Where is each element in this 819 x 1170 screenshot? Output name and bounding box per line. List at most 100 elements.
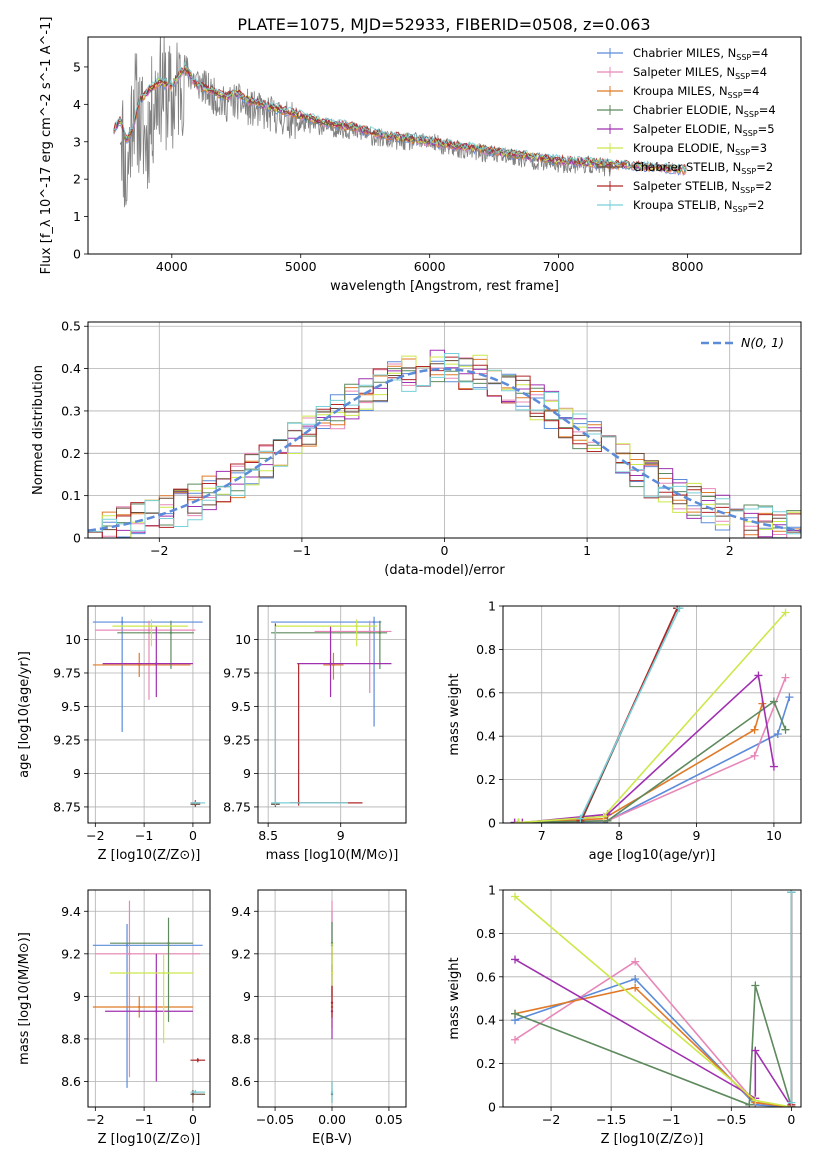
gaussian-reference-curve xyxy=(88,367,801,532)
axes-frame xyxy=(87,321,802,539)
point-salpeter_stelib xyxy=(330,1001,334,1004)
x-axis-label: Z [log10(Z/Z⊙)] xyxy=(98,1132,201,1147)
y-tick-label: 0 xyxy=(73,247,81,262)
legend-text: Chabrier STELIB, N xyxy=(633,160,741,174)
y-tick-label: 9.5 xyxy=(61,699,81,714)
y-tick-label: 8.6 xyxy=(61,1074,81,1089)
series-marker-chabrier_elodie xyxy=(751,981,760,990)
y-tick-label: 9.25 xyxy=(53,732,81,747)
y-tick-label: 0.5 xyxy=(61,319,81,334)
legend-label-kroupa_miles: Kroupa MILES, NSSP=4 xyxy=(633,84,759,100)
legend-label-kroupa_elodie: Kroupa ELODIE, NSSP=3 xyxy=(633,141,767,157)
point-salpeter_miles xyxy=(147,628,151,632)
x-tick-label: −1.5 xyxy=(596,1112,626,1127)
series-marker-salpeter_miles xyxy=(631,957,640,966)
panel-massweight_vs_age: 7 8 9 10 0 0.2 0.4 0.6 0.8 1 age [log10(age/yr)] ma… xyxy=(447,599,802,863)
point-kroupa_stelib xyxy=(330,1090,334,1094)
point-salpeter_elodie xyxy=(155,662,158,665)
legend-text: Salpeter ELODIE, N xyxy=(633,122,743,136)
point-kroupa_miles xyxy=(138,1005,141,1009)
x-tick-label: 1 xyxy=(583,543,591,558)
series-marker-kroupa_stelib xyxy=(787,890,796,897)
series-marker-salpeter_elodie xyxy=(751,1046,760,1055)
series-marker-salpeter_miles xyxy=(511,1035,520,1044)
x-axis-label: mass [log10(M/M⊙)] xyxy=(266,848,399,863)
axes-frame xyxy=(87,605,211,824)
x-tick-label: −1 xyxy=(293,543,311,558)
y-tick-label: 9.25 xyxy=(223,732,251,747)
y-tick-label: 9 xyxy=(243,766,251,781)
legend-label-salpeter_stelib: Salpeter STELIB, NSSP=2 xyxy=(633,179,772,195)
y-tick-label: 1 xyxy=(488,599,496,614)
legend-subscript: SSP xyxy=(736,53,751,62)
legend-text: Kroupa STELIB, N xyxy=(633,198,733,212)
y-tick-label: 10 xyxy=(235,632,251,647)
legend-subscript: SSP xyxy=(740,186,755,195)
legend-suffix: =5 xyxy=(758,122,775,136)
x-axis-label: Z [log10(Z/Z⊙)] xyxy=(601,1132,704,1147)
point-chabrier_elodie xyxy=(167,941,170,945)
series-line-chabrier_miles xyxy=(514,978,792,1107)
x-tick-label: 8.5 xyxy=(258,828,278,843)
data-spectrum-line xyxy=(119,37,611,208)
x-tick-label: −2 xyxy=(86,828,104,843)
x-tick-label: −2 xyxy=(542,1112,560,1127)
axes-frame xyxy=(502,605,802,824)
series-marker-kroupa_elodie xyxy=(751,1096,760,1105)
y-tick-label: 5 xyxy=(73,59,81,74)
plot-area-mass_vs_Z xyxy=(92,900,206,1103)
x-tick-label: −0.5 xyxy=(716,1112,746,1127)
legend-subscript: SSP xyxy=(735,148,750,157)
y-tick-label: 0 xyxy=(488,1100,496,1115)
y-tick-label: 3 xyxy=(73,134,81,149)
y-tick-label: 9.75 xyxy=(53,665,81,680)
y-tick-label: 9 xyxy=(73,989,81,1004)
x-tick-label: 8000 xyxy=(672,259,704,274)
y-tick-label: 0.2 xyxy=(61,446,81,461)
x-tick-label: −1 xyxy=(135,1112,153,1127)
axes-frame xyxy=(257,605,407,824)
series-line-salpeter_elodie xyxy=(514,673,775,823)
x-tick-label: 2 xyxy=(726,543,734,558)
y-tick-label: 0.4 xyxy=(476,729,496,744)
point-salpeter_stelib xyxy=(196,1058,199,1062)
axes-frame xyxy=(257,889,407,1108)
y-tick-label: 9.4 xyxy=(61,904,81,919)
series-line-chabrier_elodie xyxy=(518,700,787,823)
x-tick-label: 0 xyxy=(787,1112,795,1127)
series-line-kroupa_elodie xyxy=(514,895,792,1107)
point-kroupa_elodie xyxy=(355,624,358,628)
legend-subscript: SSP xyxy=(728,91,743,100)
series-marker-chabrier_miles xyxy=(631,974,640,983)
point-kroupa_miles xyxy=(332,663,335,667)
point-kroupa_stelib xyxy=(274,801,277,805)
x-tick-label: 6000 xyxy=(414,259,446,274)
series-marker-salpeter_elodie xyxy=(769,762,778,771)
y-tick-label: 0.1 xyxy=(61,488,81,503)
y-tick-label: 10 xyxy=(65,632,81,647)
x-tick-label: −0.05 xyxy=(256,1112,294,1127)
legend-suffix: =4 xyxy=(750,65,767,79)
point-kroupa_stelib xyxy=(194,801,197,805)
series-marker-chabrier_miles xyxy=(773,730,782,739)
x-tick-label: 0.05 xyxy=(375,1112,403,1127)
y-tick-label: 9.2 xyxy=(61,946,81,961)
legend-subscript: SSP xyxy=(743,129,758,138)
point-chabrier_miles xyxy=(120,620,124,624)
legend-subscript: SSP xyxy=(744,110,759,119)
legend-suffix: =2 xyxy=(755,179,772,193)
plot-area-spectrum xyxy=(113,37,687,208)
y-tick-label: 9 xyxy=(73,766,81,781)
y-tick-label: 0.4 xyxy=(61,361,81,376)
x-tick-label: 9 xyxy=(337,828,345,843)
y-tick-label: 9.75 xyxy=(223,665,251,680)
series-marker-kroupa_stelib xyxy=(675,606,684,613)
x-axis-label: E(B-V) xyxy=(312,1132,352,1147)
x-tick-label: 7000 xyxy=(543,259,575,274)
series-marker-salpeter_elodie xyxy=(511,955,520,964)
y-tick-label: 0.8 xyxy=(476,926,496,941)
panel-age_vs_Z: −2 −1 0 8.75 9 9.25 9.5 9.75 10 Z [log10(Z/Z⊙)] ag… xyxy=(17,605,211,863)
series-marker-chabrier_elodie xyxy=(781,725,790,734)
panel-residuals: −2 −1 0 1 2 0 0.1 0.2 0.3 0.4 0.5 (data-model)/erro… xyxy=(31,319,802,578)
